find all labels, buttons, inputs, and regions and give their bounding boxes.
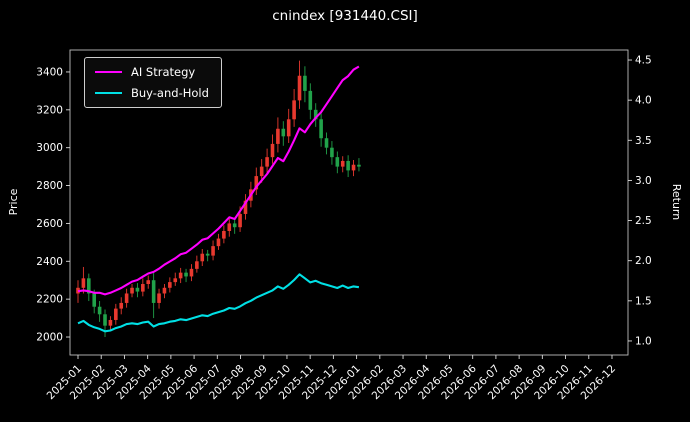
svg-text:2000: 2000 [36,332,63,344]
chart-title: cnindex [931440.CSI] [272,8,418,24]
svg-text:3000: 3000 [36,142,63,154]
svg-text:3200: 3200 [36,104,63,116]
svg-text:4.5: 4.5 [635,55,652,67]
svg-text:2.0: 2.0 [635,255,652,267]
y-axis-label-return: Return [670,183,683,221]
legend-label-ai-strategy: AI Strategy [131,65,196,79]
svg-text:1.0: 1.0 [635,335,652,347]
legend-label-buy-and-hold: Buy-and-Hold [131,86,209,100]
svg-text:1.5: 1.5 [635,295,652,307]
svg-text:2.5: 2.5 [635,215,652,227]
ai-strategy-line-sample [95,70,122,74]
svg-text:3.0: 3.0 [635,175,652,187]
legend-item-buy-and-hold: Buy-and-Hold [95,86,209,100]
legend: AI Strategy Buy-and-Hold [84,57,222,108]
svg-text:3400: 3400 [36,66,63,78]
svg-text:4.0: 4.0 [635,95,652,107]
svg-text:3.5: 3.5 [635,135,652,147]
svg-text:2400: 2400 [36,256,63,268]
svg-text:2800: 2800 [36,180,63,192]
y-axis-label-price: Price [7,188,20,216]
legend-item-ai-strategy: AI Strategy [95,65,209,79]
svg-text:2600: 2600 [36,218,63,230]
buy-and-hold-line-sample [95,91,122,95]
svg-text:2200: 2200 [36,294,63,306]
